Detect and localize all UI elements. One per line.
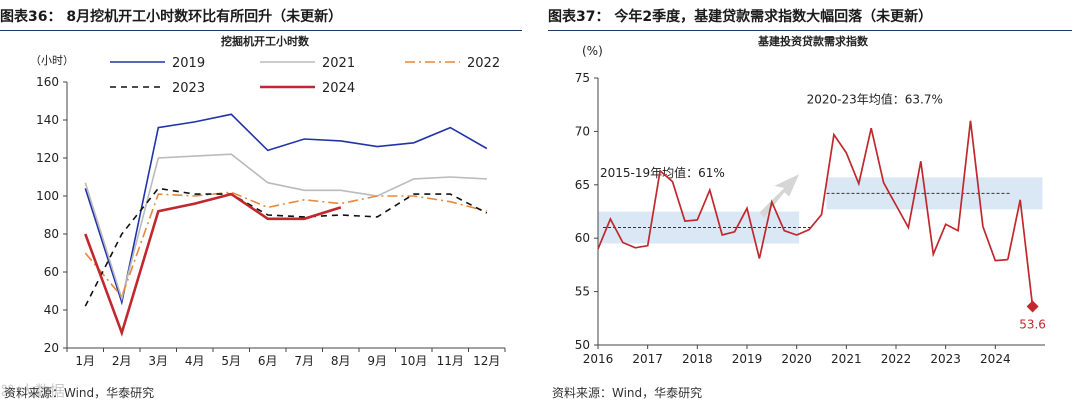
y-axis-label: （小时） <box>30 54 74 67</box>
trend-arrow-icon <box>759 174 800 218</box>
x-tick-label: 2018 <box>682 352 713 366</box>
y-tick-label: 40 <box>44 303 59 317</box>
right-figure-panel: 图表37： 今年2季度，基建贷款需求指数大幅回落（未更新） 基建投资贷款需求指数… <box>548 0 1080 407</box>
x-tick-label: 2021 <box>831 352 862 366</box>
y-tick-label: 75 <box>575 71 590 85</box>
x-tick-label: 4月 <box>185 354 205 368</box>
y-tick-label: 50 <box>575 338 590 352</box>
average-label: 2020-23年均值：63.7% <box>807 91 943 106</box>
legend-label-2023: 2023 <box>172 81 205 96</box>
legend-label-2019: 2019 <box>172 56 205 71</box>
y-tick-label: 100 <box>36 189 59 203</box>
watermark: ⌘ 大数据 <box>0 380 65 401</box>
x-tick-label: 8月 <box>331 354 351 368</box>
x-tick-label: 2023 <box>930 352 961 366</box>
x-tick-label: 2016 <box>583 352 614 366</box>
chart-title: 挖掘机开工小时数 <box>221 34 310 48</box>
y-tick-label: 20 <box>44 341 59 355</box>
y-tick-label: 120 <box>36 151 59 165</box>
left-figure-header: 图表36： 8月挖机开工小时数环比有所回升（未更新） <box>0 6 522 31</box>
left-source: 资料来源：Wind，华泰研究 <box>4 386 155 400</box>
y-tick-label: 80 <box>44 227 59 241</box>
right-figure-header: 图表37： 今年2季度，基建贷款需求指数大幅回落（未更新） <box>548 6 1072 31</box>
end-point-marker <box>1026 300 1039 313</box>
series-line-latest <box>1006 199 1034 307</box>
x-tick-label: 1月 <box>75 354 95 368</box>
x-tick-label: 10月 <box>400 354 427 368</box>
legend-label-2022: 2022 <box>467 56 500 71</box>
y-axis-label: (%) <box>582 44 603 58</box>
legend-label-2021: 2021 <box>322 56 355 71</box>
x-tick-label: 3月 <box>148 354 168 368</box>
series-line-2021 <box>84 153 487 302</box>
end-point-label: 53.6 <box>1019 318 1046 332</box>
x-tick-label: 2017 <box>632 352 663 366</box>
right-source: 资料来源：Wind，华泰研究 <box>552 386 703 400</box>
x-tick-label: 2019 <box>732 352 763 366</box>
series-line-index <box>597 120 1008 262</box>
watermark-icon: ⌘ <box>0 382 15 400</box>
y-tick-label: 70 <box>575 124 590 138</box>
left-chart: 挖掘机开工小时数 （小时） 20 40 60 80 100 120 140 160 1月 2月 3月 4月… <box>30 34 506 368</box>
series-line-2019 <box>84 113 488 306</box>
y-tick-label: 55 <box>575 285 590 299</box>
x-tick-label: 2020 <box>781 352 812 366</box>
right-chart: 基建投资贷款需求指数(%)2015-19年均值：61%2020-23年均值：63… <box>575 34 1046 366</box>
y-tick-label: 60 <box>575 231 590 245</box>
left-figure-panel: 图表36： 8月挖机开工小时数环比有所回升（未更新） 挖掘机开工小时数 （小时） 2… <box>0 0 530 407</box>
x-tick-label: 2022 <box>881 352 912 366</box>
series-line-2024 <box>84 192 342 337</box>
y-tick-label: 65 <box>575 178 590 192</box>
chart-title: 基建投资贷款需求指数 <box>757 34 869 48</box>
legend-label-2024: 2024 <box>322 81 355 96</box>
x-tick-label: 7月 <box>294 354 314 368</box>
x-tick-label: 11月 <box>437 354 464 368</box>
x-tick-label: 5月 <box>221 354 241 368</box>
watermark-text: 大数据 <box>19 382 65 400</box>
y-tick-label: 60 <box>44 265 59 279</box>
series-line-2022 <box>84 191 488 299</box>
x-tick-label: 2024 <box>980 352 1011 366</box>
y-tick-label: 140 <box>36 113 59 127</box>
x-tick-label: 2月 <box>112 354 132 368</box>
x-tick-label: 12月 <box>473 354 500 368</box>
x-tick-label: 9月 <box>367 354 387 368</box>
y-tick-label: 160 <box>36 75 59 89</box>
x-tick-label: 6月 <box>258 354 278 368</box>
